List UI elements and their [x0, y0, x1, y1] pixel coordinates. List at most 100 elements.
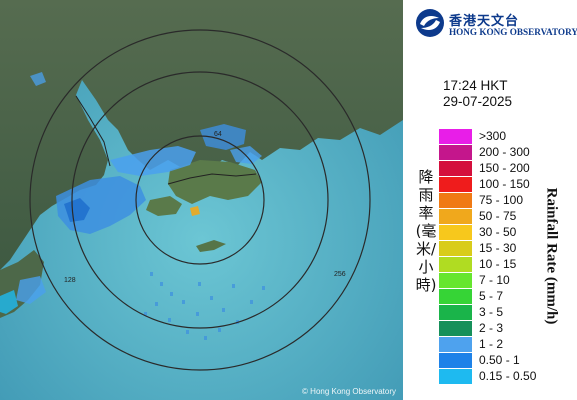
legend-row: 1 - 2 [439, 336, 535, 352]
legend-swatch [439, 161, 472, 176]
legend-title-en: Rainfall Rate (mm/h) [543, 187, 560, 325]
rain-speck [198, 282, 201, 286]
logo-name-en: HONG KONG OBSERVATORY [449, 27, 577, 37]
legend-row: 7 - 10 [439, 272, 535, 288]
rainfall-legend: >300 200 - 300 150 - 200 100 - 150 75 - 100 5… [439, 128, 537, 384]
legend-row: 0.50 - 1 [439, 352, 535, 368]
legend-range-label: 3 - 5 [479, 305, 504, 319]
range-ring-middle [71, 71, 329, 329]
legend-swatch [439, 321, 472, 336]
legend-row: 2 - 3 [439, 320, 535, 336]
rain-speck [262, 286, 265, 290]
legend-swatch [439, 193, 472, 208]
rain-echo-north [200, 124, 246, 150]
legend-swatch [439, 289, 472, 304]
legend-range-label: 0.15 - 0.50 [479, 369, 537, 383]
radar-map-canvas: 64 128 256 © Hong Kong Observatory [0, 0, 403, 400]
legend-swatch [439, 257, 472, 272]
boundary-lines [75, 95, 257, 185]
rain-speck [160, 282, 163, 286]
ring-label-inner: 64 [214, 131, 222, 138]
legend-swatch [439, 337, 472, 352]
legend-range-label: 50 - 75 [479, 209, 517, 223]
ring-label-outer: 256 [334, 271, 346, 278]
legend-range-label: 200 - 300 [479, 145, 530, 159]
legend-row: 150 - 200 [439, 160, 535, 176]
legend-row: 3 - 5 [439, 304, 535, 320]
boundary-line [167, 173, 257, 185]
legend-swatch [439, 273, 472, 288]
legend-range-label: 5 - 7 [479, 289, 504, 303]
rain-speck [182, 300, 185, 304]
legend-range-label: 15 - 30 [479, 241, 517, 255]
legend-row: 15 - 30 [439, 240, 535, 256]
info-panel: 香港天文台 HONG KONG OBSERVATORY 17:24 HKT 29… [403, 0, 577, 400]
legend-range-label: 1 - 2 [479, 337, 504, 351]
south-islands [196, 240, 226, 252]
legend-swatch [439, 129, 472, 144]
legend-swatch [439, 209, 472, 224]
legend-swatch [439, 145, 472, 160]
legend-range-label: >300 [479, 129, 507, 143]
time-text: 17:24 HKT [443, 78, 508, 93]
legend-swatch [439, 177, 472, 192]
legend-range-label: 2 - 3 [479, 321, 504, 335]
lantau-island [146, 196, 182, 216]
rain-speck [170, 292, 173, 296]
rain-speck [250, 300, 253, 304]
legend-swatch [439, 225, 472, 240]
range-ring-outer [29, 29, 371, 371]
rain-speck [186, 330, 189, 334]
legend-range-label: 75 - 100 [479, 193, 524, 207]
rain-speck [204, 336, 207, 340]
rain-echo-west-edge [0, 290, 18, 314]
legend-title-cn: 降雨率(毫米/小時) [415, 168, 437, 294]
hko-logo-icon [416, 9, 444, 37]
rain-speck [150, 272, 153, 276]
mainland-area [0, 0, 403, 270]
ring-label-middle: 128 [64, 277, 76, 284]
rain-speck [168, 318, 171, 322]
legend-swatch [439, 241, 472, 256]
range-rings [29, 29, 371, 371]
legend-row: 100 - 150 [439, 176, 535, 192]
boundary-line [75, 95, 111, 167]
legend-range-label: 100 - 150 [479, 177, 530, 191]
rain-echo-heavy [64, 198, 90, 222]
legend-range-label: 10 - 15 [479, 257, 517, 271]
rain-echo-moderate [190, 206, 200, 216]
date-text: 29-07-2025 [443, 94, 513, 109]
legend-range-label: 150 - 200 [479, 161, 530, 175]
legend-row: 50 - 75 [439, 208, 535, 224]
rain-speck [155, 302, 158, 306]
hk-peninsula [168, 160, 262, 204]
rain-echo-southwest [16, 276, 46, 304]
legend-swatch [439, 305, 472, 320]
legend-range-label: 0.50 - 1 [479, 353, 520, 367]
rain-speck [210, 296, 213, 300]
legend-row: 0.15 - 0.50 [439, 368, 537, 384]
legend-range-label: 30 - 50 [479, 225, 517, 239]
legend-row: >300 [439, 128, 535, 144]
rain-speck [222, 308, 225, 312]
hko-logo[interactable]: 香港天文台 HONG KONG OBSERVATORY [415, 8, 577, 42]
rain-speck [218, 328, 221, 332]
legend-row: 10 - 15 [439, 256, 535, 272]
legend-swatch [439, 369, 472, 384]
timestamp: 17:24 HKT 29-07-2025 [443, 78, 512, 110]
copyright: © Hong Kong Observatory [302, 387, 396, 396]
legend-swatch [439, 353, 472, 368]
rain-speck [144, 312, 147, 316]
rain-echo-northwest [30, 72, 46, 86]
rain-speck [232, 284, 235, 288]
legend-row: 5 - 7 [439, 288, 535, 304]
legend-row: 30 - 50 [439, 224, 535, 240]
legend-row: 75 - 100 [439, 192, 535, 208]
range-ring-inner [135, 135, 265, 265]
rain-echoes [0, 72, 262, 314]
rain-speck [196, 312, 199, 316]
radar-map[interactable]: 64 128 256 © Hong Kong Observatory [0, 0, 403, 400]
legend-row: 200 - 300 [439, 144, 535, 160]
logo-name-cn: 香港天文台 [449, 14, 520, 29]
rain-echo-central [110, 146, 196, 176]
